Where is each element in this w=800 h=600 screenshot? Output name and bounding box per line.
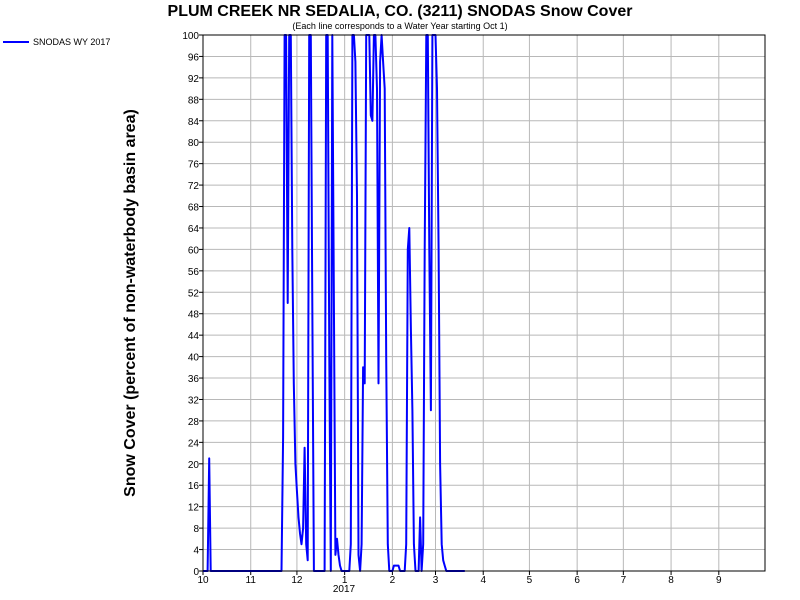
y-axis-label: Snow Cover (percent of non-waterbody bas… [122, 109, 139, 497]
y-tick-label: 64 [188, 224, 200, 235]
x-tick-label: 10 [197, 575, 209, 586]
x-tick-label: 9 [716, 575, 722, 586]
y-tick-label: 36 [188, 374, 200, 385]
plot-frame [202, 34, 766, 572]
x-tick-label: 3 [433, 575, 439, 586]
y-tick-label: 96 [188, 52, 200, 63]
y-tick-label: 20 [188, 460, 200, 471]
y-tick-label: 68 [188, 203, 200, 214]
y-tick-label: 16 [188, 481, 200, 492]
y-tick-label: 44 [188, 331, 200, 342]
chart-subtitle: (Each line corresponds to a Water Year s… [292, 21, 507, 31]
y-tick-label: 32 [188, 395, 200, 406]
x-tick-label: 6 [574, 575, 580, 586]
y-tick-label: 24 [188, 438, 200, 449]
y-tick-label: 8 [193, 524, 199, 535]
series-line [203, 34, 465, 572]
y-tick-label: 52 [188, 288, 200, 299]
y-tick-label: 76 [188, 160, 200, 171]
y-tick-label: 56 [188, 267, 200, 278]
y-tick-label: 84 [188, 117, 200, 128]
chart-title: PLUM CREEK NR SEDALIA, CO. (3211) SNODAS… [168, 3, 633, 20]
x-axis-year-label: 2017 [333, 584, 356, 595]
legend-entry-label: SNODAS WY 2017 [33, 37, 110, 47]
series-layer [203, 34, 465, 572]
y-tick-label: 72 [188, 181, 200, 192]
x-tick-label: 11 [246, 575, 257, 586]
y-tick-label: 12 [188, 503, 200, 514]
grid [203, 35, 765, 571]
x-tick-label: 1 [342, 575, 348, 586]
y-tick-label: 100 [182, 31, 199, 42]
y-tick-label: 40 [188, 353, 200, 364]
x-tick-label: 7 [621, 575, 627, 586]
x-tick-label: 8 [668, 575, 674, 586]
legend: SNODAS WY 2017 [3, 37, 110, 47]
x-tick-label: 12 [291, 575, 303, 586]
y-tick-label: 48 [188, 310, 200, 321]
x-tick-label: 4 [480, 575, 486, 586]
y-axis-ticks: 0481216202428323640444852566064687276808… [182, 31, 203, 578]
y-tick-label: 60 [188, 245, 200, 256]
y-tick-label: 0 [193, 567, 199, 578]
x-tick-label: 2 [390, 575, 396, 586]
y-tick-label: 80 [188, 138, 200, 149]
y-tick-label: 88 [188, 95, 200, 106]
y-tick-label: 4 [193, 546, 199, 557]
y-tick-label: 28 [188, 417, 200, 428]
x-axis-ticks: 10 11 12 1 2 3 4 5 6 7 8 9 [197, 571, 722, 586]
y-tick-label: 92 [188, 74, 200, 85]
x-tick-label: 5 [527, 575, 533, 586]
